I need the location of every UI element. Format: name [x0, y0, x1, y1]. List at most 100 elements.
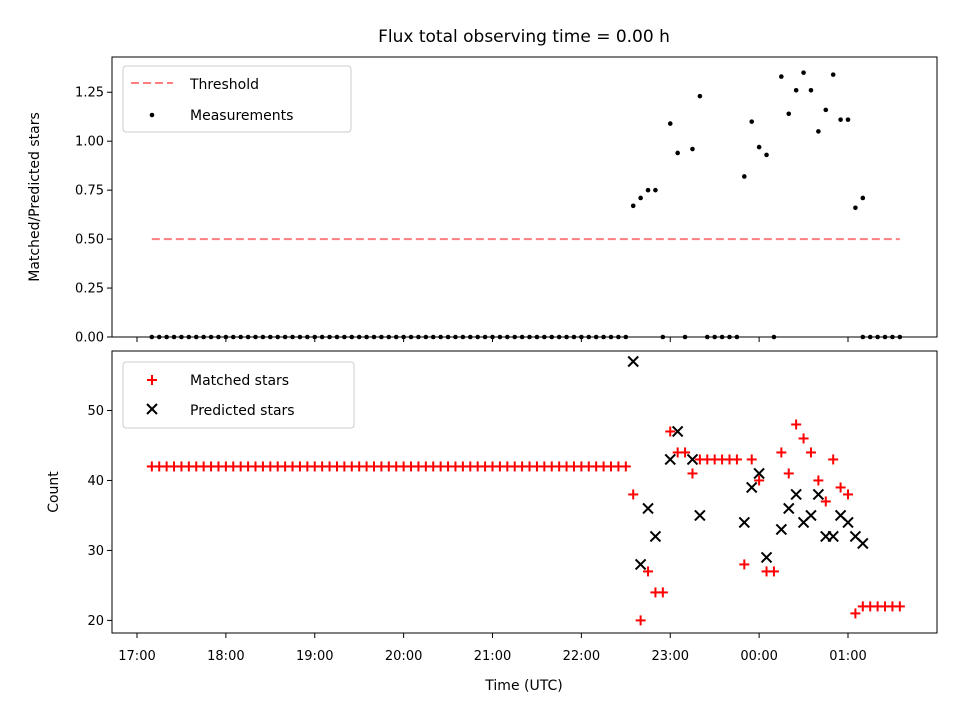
- measurement-point: [756, 144, 762, 150]
- matched-point: [731, 454, 742, 465]
- predicted-point: [664, 453, 676, 466]
- measurement-point: [808, 87, 814, 93]
- measurement-point: [653, 187, 658, 193]
- measurement-point: [697, 93, 703, 99]
- matched-point: [754, 475, 765, 486]
- legend-matched-label: Matched stars: [190, 373, 289, 389]
- top-plot-frame: [111, 56, 938, 338]
- top-panel: 0.00 0.25 0.50 0.75 1.00 1.25 Matched/Predict…: [27, 56, 938, 346]
- bottom-legend-box: [122, 361, 355, 429]
- measurement-point: [645, 187, 651, 193]
- matched-point: [739, 559, 750, 570]
- measurement-point: [630, 203, 636, 209]
- predicted-point: [686, 453, 699, 466]
- bottom-marks: [146, 355, 905, 626]
- bottom-y-tick-label: 30: [87, 544, 104, 559]
- matched-point: [894, 601, 905, 612]
- bottom-x-tick-label: 19:00: [296, 649, 333, 664]
- matched-point: [798, 433, 809, 444]
- legend-predicted-swatch: [146, 403, 158, 415]
- predicted-point: [827, 530, 839, 543]
- matched-point: [813, 475, 824, 486]
- measurement-point: [786, 111, 792, 117]
- bottom-y-ticks: 20 30 40 50: [87, 404, 112, 629]
- top-y-tick-label: 0.00: [75, 331, 104, 346]
- legend-threshold-label: Threshold: [189, 77, 259, 93]
- legend-matched-swatch: [147, 375, 157, 385]
- measurement-point: [801, 70, 806, 75]
- measurement-point: [690, 146, 695, 152]
- bottom-x-tick-label: 18:00: [207, 649, 244, 664]
- top-y-tick-label: 1.25: [75, 86, 104, 101]
- matched-point: [805, 447, 816, 458]
- matched-point: [687, 468, 698, 479]
- bottom-plot-frame: [111, 350, 938, 634]
- predicted-point: [738, 516, 751, 529]
- matched-point: [746, 454, 757, 465]
- legend-predicted-label: Predicted stars: [190, 403, 295, 419]
- top-y-ticks: 0.00 0.25 0.50 0.75 1.00 1.25: [75, 86, 112, 346]
- measurement-point: [860, 195, 866, 201]
- predicted-point: [857, 537, 869, 550]
- bottom-x-tick-label: 20:00: [385, 649, 422, 664]
- top-y-axis-label: Matched/Predicted stars: [27, 112, 43, 282]
- bottom-x-tick-label: 23:00: [652, 649, 689, 664]
- matched-point: [828, 454, 839, 465]
- legend-measurements-swatch: [149, 112, 155, 118]
- predicted-point: [694, 509, 706, 522]
- measurement-point: [749, 119, 755, 124]
- measurement-point: [838, 117, 843, 122]
- legend-measurements-label: Measurements: [190, 108, 293, 124]
- bottom-x-ticks: 17:00 18:00 19:00 20:00 21:00 22:00 23:00 00:00…: [118, 633, 867, 664]
- bottom-panel: 20 30 40 50 17:00 18:00 19:00 20:00 21:00 22:00 2…: [46, 350, 938, 694]
- predicted-point: [775, 523, 788, 536]
- measurement-point: [675, 150, 680, 156]
- predicted-point: [746, 481, 758, 494]
- matched-point: [776, 447, 787, 458]
- measurement-point: [853, 205, 858, 211]
- bottom-legend: Matched stars Predicted stars: [122, 361, 355, 429]
- predicted-point: [642, 502, 654, 515]
- measurement-point: [793, 87, 799, 93]
- predicted-point: [627, 355, 639, 368]
- bottom-x-tick-label: 01:00: [829, 649, 866, 664]
- bottom-x-axis-label: Time (UTC): [484, 678, 562, 694]
- bottom-x-tick-label: 21:00: [474, 649, 511, 664]
- top-legend: Threshold Measurements: [122, 65, 352, 133]
- measurement-point: [830, 72, 836, 77]
- matched-point: [620, 461, 631, 472]
- predicted-point: [783, 502, 795, 515]
- top-y-tick-label: 0.75: [75, 184, 104, 199]
- matched-point: [643, 566, 654, 577]
- predicted-point: [753, 467, 765, 480]
- measurement-point: [823, 107, 829, 113]
- predicted-point: [842, 516, 854, 529]
- matched-point: [680, 447, 691, 458]
- matched-point: [791, 419, 802, 430]
- bottom-x-tick-label: 17:00: [118, 649, 155, 664]
- bottom-x-tick-label: 00:00: [740, 649, 777, 664]
- predicted-point: [634, 558, 647, 571]
- measurement-point: [845, 117, 851, 122]
- matched-point: [783, 468, 794, 479]
- predicted-point: [649, 530, 662, 543]
- matched-point: [628, 489, 639, 500]
- top-y-tick-label: 0.50: [75, 233, 104, 248]
- measurement-point: [638, 195, 643, 201]
- top-x-ticks: [136, 337, 849, 342]
- predicted-point: [671, 425, 684, 438]
- predicted-point: [790, 488, 802, 501]
- bottom-y-tick-label: 40: [87, 474, 104, 489]
- top-y-tick-label: 0.25: [75, 282, 104, 297]
- top-legend-box: [122, 65, 352, 133]
- measurement-point: [667, 121, 673, 126]
- predicted-point: [812, 488, 825, 501]
- matched-point: [835, 482, 846, 493]
- matched-point: [635, 615, 646, 626]
- measurement-point: [742, 174, 747, 179]
- bottom-x-tick-label: 22:00: [563, 649, 600, 664]
- matched-point: [850, 608, 861, 619]
- bottom-y-axis-label: Count: [46, 471, 62, 513]
- top-y-tick-label: 1.00: [75, 135, 104, 150]
